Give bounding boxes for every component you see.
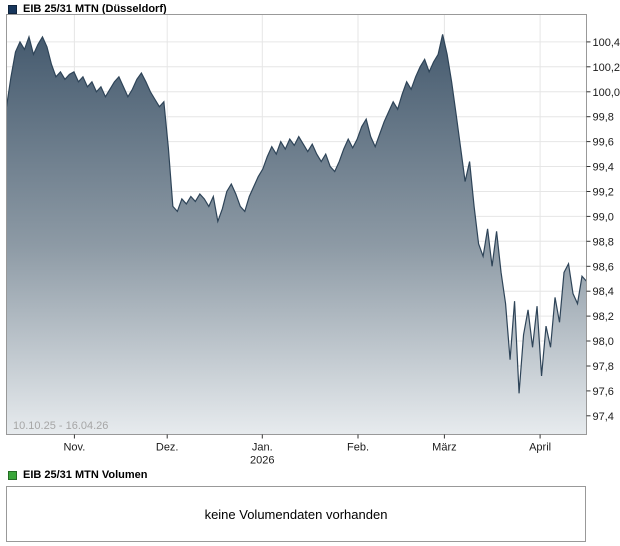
y-axis-label: 99,4: [593, 162, 614, 174]
volume-chart-placeholder: keine Volumendaten vorhanden: [6, 486, 586, 542]
price-area: [6, 34, 587, 435]
volume-series-swatch-icon: [8, 470, 17, 480]
price-series-swatch-icon: [8, 4, 17, 14]
volume-legend-label: EIB 25/31 MTN Volumen: [23, 469, 148, 481]
y-axis-label: 98,8: [593, 236, 614, 248]
y-axis-label: 97,8: [593, 361, 614, 373]
y-axis-label: 99,2: [593, 187, 614, 199]
y-axis-label: 99,8: [593, 112, 614, 124]
price-chart-svg: 100,4 100,2 100,0 99,8 99,6 99,4 99,2 99,0 98,8 9…: [6, 14, 620, 467]
y-axis-label: 99,0: [593, 211, 614, 223]
y-axis-label: 98,2: [593, 311, 614, 323]
x-axis-label: Feb.: [347, 442, 369, 454]
y-axis-label: 100,0: [593, 87, 620, 99]
price-legend-label: EIB 25/31 MTN (Düsseldorf): [23, 3, 167, 15]
x-axis-label: Jan.: [252, 442, 273, 454]
y-axis-label: 98,6: [593, 261, 614, 273]
x-axis-label: Dez.: [156, 442, 179, 454]
volume-placeholder-message: keine Volumendaten vorhanden: [204, 506, 388, 522]
price-chart: 100,4 100,2 100,0 99,8 99,6 99,4 99,2 99,0 98,8 9…: [0, 14, 620, 466]
x-axis-label: März: [432, 442, 456, 454]
x-axis-label: Nov.: [63, 442, 85, 454]
x-axis-label: April: [529, 442, 551, 454]
y-axis-label: 100,4: [593, 37, 620, 49]
y-axis-label: 100,2: [593, 62, 620, 74]
plot-border: [6, 14, 587, 435]
y-axis-label: 97,6: [593, 386, 614, 398]
volume-legend: EIB 25/31 MTN Volumen: [8, 469, 148, 481]
x-axis-sublabel: 2026: [250, 455, 274, 467]
y-axis-label: 98,4: [593, 286, 614, 298]
y-axis-label: 99,6: [593, 137, 614, 149]
price-line: [6, 34, 587, 394]
date-range-label: 10.10.25 - 16.04.26: [13, 420, 109, 432]
price-legend: EIB 25/31 MTN (Düsseldorf): [8, 3, 167, 15]
y-axis-label: 98,0: [593, 336, 614, 348]
y-axis-label: 97,4: [593, 411, 614, 423]
